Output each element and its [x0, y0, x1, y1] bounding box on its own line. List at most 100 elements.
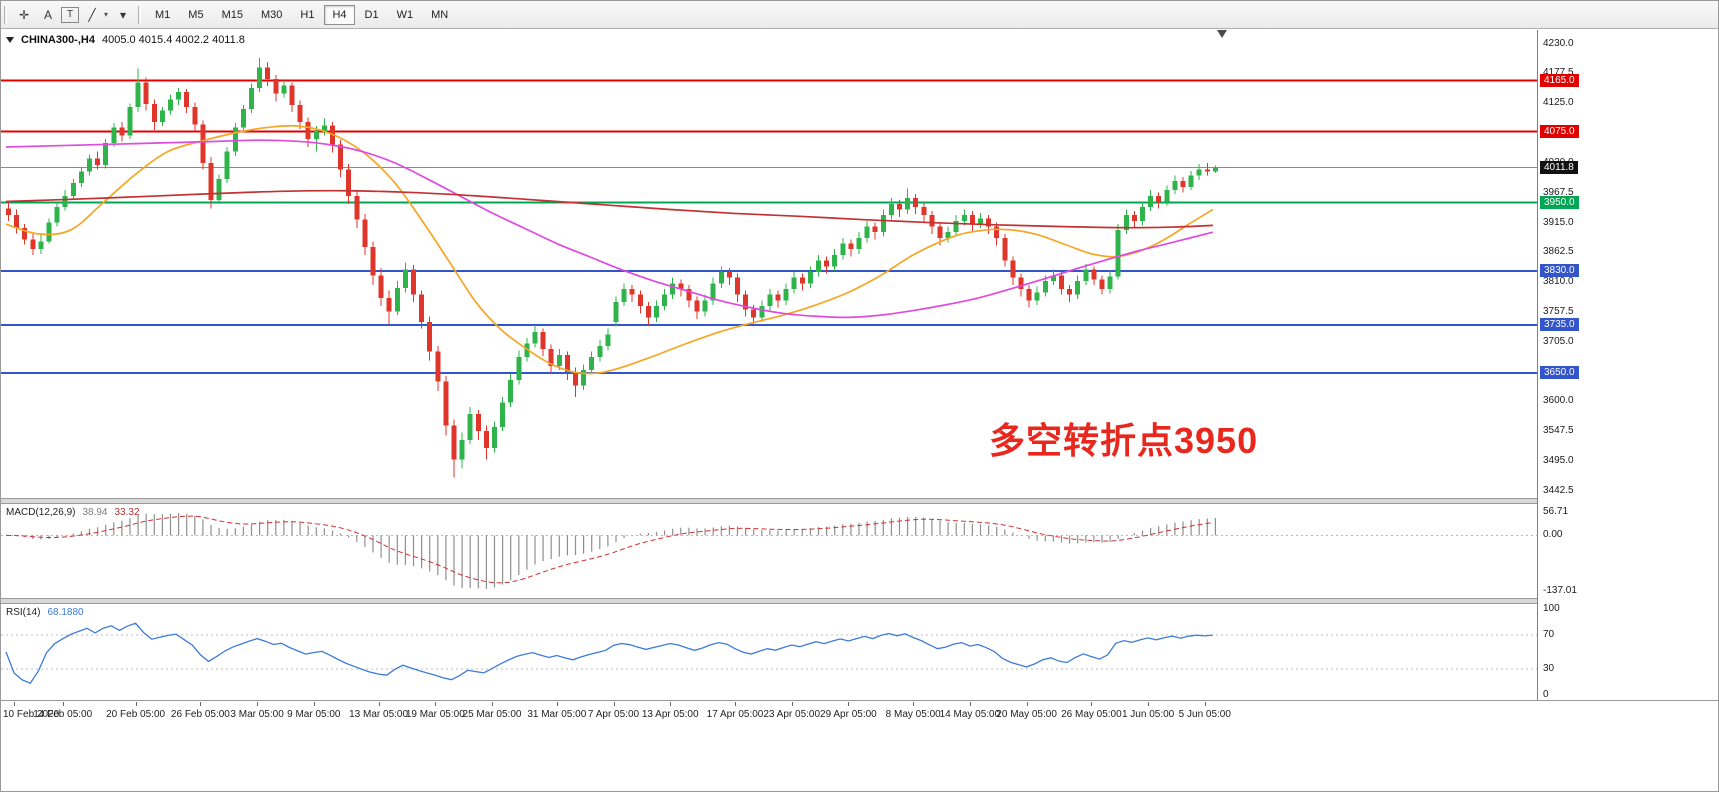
timeframe-button-D1[interactable]: D1: [364, 8, 379, 21]
candle-body: [1188, 175, 1194, 187]
rsi-axis-label: 100: [1543, 603, 1560, 614]
time-axis[interactable]: 10 Feb 2020 14 Feb 05:00 20 Feb 05:00 26 Fe…: [1, 702, 1537, 726]
panel-splitter[interactable]: [1, 598, 1718, 604]
time-axis-label: 31 Mar 05:00: [527, 709, 587, 720]
time-tick: [1026, 702, 1028, 706]
candle-body: [775, 294, 781, 301]
candle-body: [1083, 269, 1089, 282]
price-axis[interactable]: 4230.04177.54125.04072.54020.03967.53915…: [1537, 30, 1718, 700]
candle-body: [119, 127, 125, 136]
time-tick: [257, 702, 259, 706]
candle-body: [1059, 275, 1064, 289]
candle-body: [1196, 169, 1202, 176]
candle-body: [637, 294, 643, 307]
trendline-tool[interactable]: ╱: [88, 7, 96, 22]
macd-panel[interactable]: MACD(12,26,9) 38.94 33.32: [1, 504, 1537, 598]
text-box-tool[interactable]: T: [61, 6, 79, 23]
timeframe-button-M1[interactable]: M1: [155, 8, 171, 21]
time-axis-label: 23 Apr 05:00: [763, 709, 821, 720]
crosshair-tool[interactable]: ✛: [18, 7, 30, 22]
rsi-canvas[interactable]: [1, 604, 1537, 700]
candle-body: [38, 241, 44, 250]
candle-body: [564, 354, 570, 372]
candle-body: [589, 357, 595, 371]
price-level-badge: 4075.0: [1540, 124, 1579, 138]
time-tick: [135, 702, 137, 706]
candle-body: [386, 298, 392, 312]
candle-body: [799, 277, 805, 284]
time-tick: [556, 702, 558, 706]
time-axis-label: 9 Mar 05:00: [287, 709, 341, 720]
candle-body: [232, 127, 238, 152]
candle-body: [257, 67, 263, 88]
candle-body: [62, 195, 68, 208]
time-axis-label: 19 Mar 05:00: [405, 709, 465, 720]
candle-body: [961, 215, 967, 221]
candle-body: [1148, 195, 1154, 208]
macd-axis-label: 56.71: [1543, 506, 1569, 517]
timeframe-button-MN[interactable]: MN: [431, 8, 449, 21]
timeframe-button-H1[interactable]: H1: [300, 8, 315, 21]
panel-splitter[interactable]: [1, 498, 1718, 504]
candle-body: [1050, 275, 1056, 282]
candle-body: [30, 239, 36, 250]
candle-body: [654, 306, 659, 318]
trendline-tool-caret-icon[interactable]: ▾: [104, 10, 109, 19]
candle-body: [1002, 237, 1008, 261]
timeframe-button-H4[interactable]: H4: [324, 4, 355, 25]
rsi-label: RSI(14): [6, 607, 41, 618]
timeframe-button-W1[interactable]: W1: [396, 8, 414, 21]
timeframe-button-M30[interactable]: M30: [260, 8, 283, 21]
main-chart-panel[interactable]: CHINA300-,H4 4005.0 4015.4 4002.2 4011.8…: [1, 30, 1537, 498]
candle-body: [686, 288, 692, 301]
objects-dropdown[interactable]: ▾: [120, 7, 127, 22]
time-tick: [969, 702, 971, 706]
chart-shift-marker[interactable]: [1217, 30, 1227, 38]
macd-axis-label: 0.00: [1543, 529, 1563, 541]
price-axis-label: 4177.5: [1543, 67, 1574, 79]
rsi-axis-label: 30: [1543, 663, 1555, 675]
candle-body: [216, 178, 222, 200]
candle-body: [621, 288, 627, 303]
price-axis-label: 4230.0: [1543, 37, 1574, 49]
time-tick: [791, 702, 793, 706]
toolbar-grip[interactable]: [4, 5, 7, 24]
candle-body: [435, 351, 441, 382]
candle-body: [848, 243, 854, 250]
macd-value-main: 38.94: [82, 507, 108, 518]
main-chart-canvas[interactable]: [1, 30, 1537, 498]
expander-icon[interactable]: [6, 37, 14, 43]
candle-body: [929, 215, 935, 227]
toolbar-grip[interactable]: [138, 5, 142, 24]
time-tick: [1148, 702, 1150, 706]
macd-canvas[interactable]: [1, 504, 1537, 598]
candle-body: [378, 275, 384, 299]
rsi-axis-label: 70: [1543, 628, 1555, 640]
timeframe-button-M5[interactable]: M5: [188, 8, 204, 21]
candle-body: [402, 269, 408, 288]
time-axis-label: 13 Mar 05:00: [349, 709, 409, 720]
rsi-panel[interactable]: RSI(14) 68.1880: [1, 604, 1537, 700]
candle-body: [532, 332, 538, 344]
candle-body: [14, 215, 20, 229]
candle-body: [483, 430, 489, 449]
timeframe-button-M15[interactable]: M15: [221, 8, 243, 21]
candle-body: [783, 288, 789, 301]
candle-body: [70, 182, 76, 196]
candle-body: [1010, 260, 1016, 278]
candle-body: [443, 381, 449, 426]
candle-body: [289, 85, 295, 105]
time-axis-label: 13 Apr 05:00: [641, 709, 699, 720]
price-axis-label: 3600.0: [1543, 395, 1574, 407]
candle-body: [718, 271, 724, 284]
candle-body: [321, 125, 327, 132]
annotation-text[interactable]: 多空转折点3950: [989, 420, 1259, 461]
time-axis-label: 3 Mar 05:00: [230, 709, 284, 720]
candle-body: [548, 349, 554, 367]
text-label-tool[interactable]: A: [43, 7, 52, 22]
candle-body: [1091, 269, 1097, 280]
candle-body: [694, 300, 700, 312]
candle-body: [1131, 215, 1137, 221]
candle-body: [346, 169, 352, 196]
candle-body: [1026, 288, 1032, 301]
